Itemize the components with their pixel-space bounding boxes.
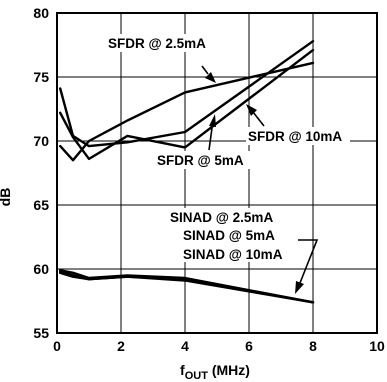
leader-sfdr-5ma	[208, 127, 213, 151]
arrow-sfdr-10ma	[246, 104, 257, 116]
arrow-sfdr-2-5ma	[205, 72, 216, 83]
tick-labels: 0 2 4 6 8 10 55 60 65 70 75 80	[33, 5, 385, 354]
annot-bg-sinad	[168, 208, 292, 262]
arrow-sfdr-5ma	[209, 114, 216, 127]
y-tick-label: 65	[33, 197, 49, 213]
leader-sfdr-10ma	[252, 111, 265, 127]
y-tick-label: 75	[33, 69, 49, 85]
annot-bg-sfdr-5ma	[154, 151, 250, 169]
annot-bg-sfdr-2-5ma	[106, 34, 216, 52]
x-tick-label: 6	[245, 338, 253, 354]
x-tick-label: 2	[117, 338, 125, 354]
series-line-6	[59, 271, 315, 304]
y-tick-label: 55	[33, 325, 49, 341]
series-line-4	[59, 269, 315, 304]
annot-sfdr-5ma: SFDR @ 5mA	[157, 153, 244, 168]
series-line-2	[59, 48, 315, 161]
y-tick-label: 80	[33, 5, 49, 21]
annotation-leaders	[201, 65, 319, 294]
x-tick-label: 8	[309, 338, 317, 354]
x-axis-label-unit: (MHz)	[208, 362, 250, 378]
x-axis-label-sub: OUT	[185, 370, 209, 382]
x-axis-label: fOUT (MHz)	[180, 362, 250, 382]
x-tick-label: 4	[181, 338, 189, 354]
leader-sfdr-2-5ma	[201, 65, 209, 75]
series-line-1	[59, 61, 315, 162]
series-layer	[59, 40, 315, 304]
x-axis-label-main: f	[180, 362, 185, 378]
y-tick-label: 60	[33, 261, 49, 277]
annot-sfdr-2-5ma: SFDR @ 2.5mA	[108, 36, 206, 51]
plot-frame	[56, 12, 378, 334]
x-tick-label: 10	[369, 338, 385, 354]
leader-sinad	[298, 239, 319, 284]
x-tick-label: 0	[53, 338, 61, 354]
annot-sinad-5ma: SINAD @ 5mA	[183, 228, 275, 243]
arrow-sinad	[295, 281, 304, 294]
annot-sinad-2-5ma: SINAD @ 2.5mA	[170, 210, 273, 225]
annot-sinad-10ma: SINAD @ 10mA	[183, 247, 283, 262]
annotations: SFDR @ 2.5mA SFDR @ 5mA SFDR @ 10mA SINA…	[106, 34, 350, 262]
series-line-3	[59, 40, 315, 148]
y-axis-label: dB	[0, 188, 13, 207]
y-tick-label: 70	[33, 133, 49, 149]
grid	[57, 13, 377, 333]
annot-sfdr-10ma: SFDR @ 10mA	[248, 129, 342, 144]
annot-bg-sfdr-10ma	[246, 127, 350, 145]
